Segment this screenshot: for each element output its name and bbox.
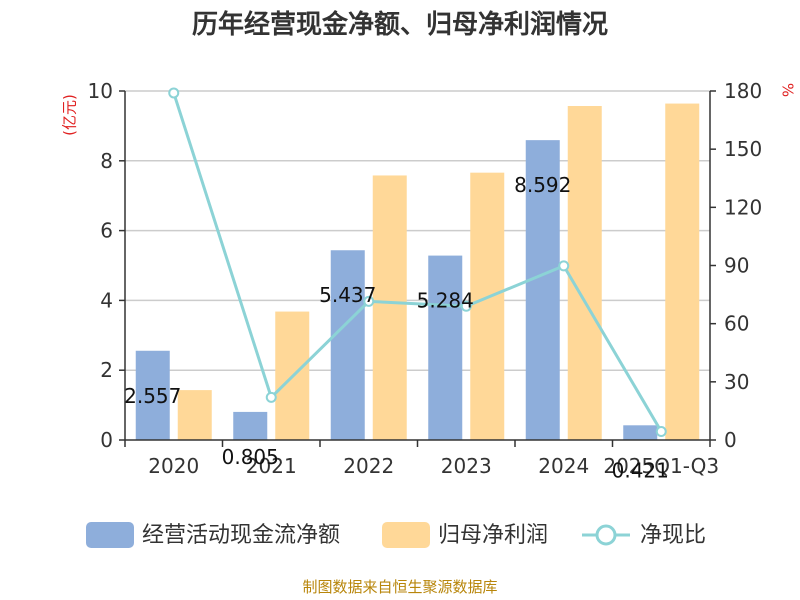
legend-marker-ratio xyxy=(595,524,617,546)
left-axis-tick-label: 2 xyxy=(100,358,113,382)
data-label-operating-cash: 0.421 xyxy=(612,458,669,482)
legend-label-ratio: 净现比 xyxy=(640,523,706,548)
data-label-operating-cash: 8.592 xyxy=(514,173,571,197)
left-axis-tick-label: 0 xyxy=(100,428,113,452)
legend-swatch-net-profit xyxy=(382,522,430,548)
right-axis-tick-label: 150 xyxy=(724,137,762,161)
ratio-point xyxy=(265,391,277,403)
data-label-operating-cash: 2.557 xyxy=(124,384,181,408)
ratio-point xyxy=(655,425,667,437)
ratio-point xyxy=(558,260,570,272)
ratio-line xyxy=(168,87,667,437)
axes: 0 2 4 6 8 10 0 30 60 90 120 150 180 2020 2021 2022 2023 2… xyxy=(88,79,763,478)
left-axis-unit: (亿元) xyxy=(61,94,79,136)
grid xyxy=(125,90,710,371)
bar-operating-cash xyxy=(428,255,463,440)
x-axis-tick-label: 2025Q1-Q3 xyxy=(603,454,719,478)
legend-label-net-profit: 归母净利润 xyxy=(438,523,548,548)
bar-operating-cash xyxy=(233,411,268,440)
ratio-point xyxy=(460,300,472,312)
source-note: 制图数据来自恒生聚源数据库 xyxy=(302,578,497,596)
x-axis-tick-label: 2024 xyxy=(538,454,589,478)
left-axis-tick-label: 6 xyxy=(100,219,113,243)
data-labels: 2.557 0.805 5.437 5.284 8.592 0.421 xyxy=(124,173,669,482)
right-axis-tick-label: 60 xyxy=(724,312,749,336)
right-axis-tick-label: 90 xyxy=(724,254,749,278)
bar-operating-cash xyxy=(525,140,560,440)
bar-net-profit xyxy=(177,390,212,440)
bar-net-profit xyxy=(665,103,700,441)
right-axis-tick-label: 30 xyxy=(724,370,749,394)
ratio-point xyxy=(168,87,180,99)
x-axis-tick-label: 2023 xyxy=(441,454,492,478)
right-axis-unit: % xyxy=(779,83,797,97)
left-axis-tick-label: 4 xyxy=(100,288,113,312)
bars xyxy=(135,103,700,441)
data-label-operating-cash: 5.437 xyxy=(319,283,376,307)
ratio-point xyxy=(363,295,375,307)
x-axis-tick-label: 2020 xyxy=(148,454,199,478)
right-axis-tick-label: 120 xyxy=(724,195,762,219)
left-axis-tick-label: 8 xyxy=(100,149,113,173)
right-axis-tick-label: 0 xyxy=(724,428,737,452)
bar-net-profit xyxy=(470,172,505,440)
bar-net-profit xyxy=(567,106,602,441)
legend-swatch-operating-cash xyxy=(86,522,134,548)
chart-title: 历年经营现金净额、归母净利润情况 xyxy=(192,9,608,40)
bar-operating-cash xyxy=(330,250,365,440)
right-axis-tick-label: 180 xyxy=(724,79,762,103)
data-label-operating-cash: 5.284 xyxy=(417,289,474,313)
bar-net-profit xyxy=(372,175,407,440)
x-axis-tick-label: 2022 xyxy=(343,454,394,478)
data-label-operating-cash: 0.805 xyxy=(222,445,279,469)
left-axis-tick-label: 10 xyxy=(88,79,113,103)
bar-operating-cash xyxy=(135,350,170,440)
ratio-line-path xyxy=(172,92,663,433)
x-axis-tick-label: 2021 xyxy=(246,454,297,478)
bar-operating-cash xyxy=(623,425,658,440)
legend-label-operating-cash: 经营活动现金流净额 xyxy=(142,523,340,548)
legend: 经营活动现金流净额 归母净利润 净现比 xyxy=(86,522,706,548)
